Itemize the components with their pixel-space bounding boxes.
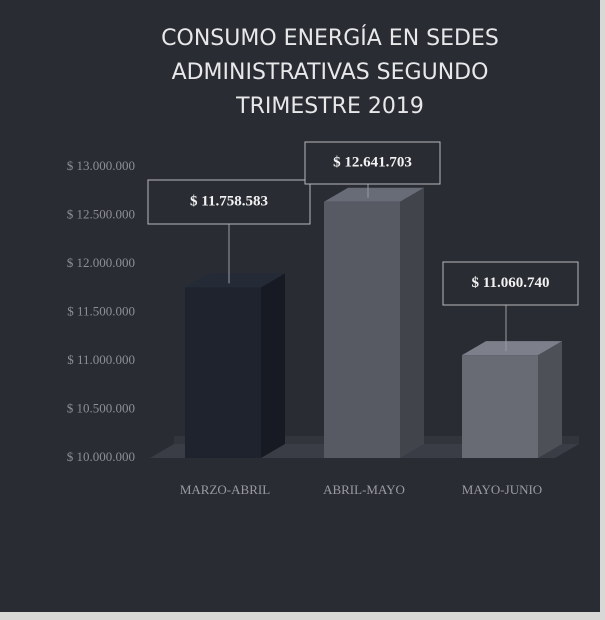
bar-top [462,341,562,356]
y-tick-label: $ 11.500.000 [67,303,135,318]
bar-top [324,187,424,202]
bar-side [400,187,424,458]
data-label-box [147,179,311,225]
bar-side [261,273,285,458]
chart-title: CONSUMO ENERGÍA EN SEDES ADMINISTRATIVAS… [161,26,499,119]
bar-side [538,341,562,458]
data-label-box [442,261,579,306]
y-tick-label: $ 12.000.000 [67,255,135,270]
y-tick-label: $ 13.000.000 [67,158,135,173]
data-label-box [304,141,441,185]
bar [324,201,400,458]
y-tick-label: $ 11.000.000 [67,352,135,367]
data-label: $ 11.060.740 [472,275,550,291]
bar [462,355,538,458]
bar [185,287,261,458]
chart-area: CONSUMO ENERGÍA EN SEDES ADMINISTRATIVAS… [0,0,600,612]
y-tick-label: $ 12.500.000 [67,206,135,221]
x-tick-label: MAYO-JUNIO [462,482,542,497]
x-tick-label: ABRIL-MAYO [323,482,405,497]
y-tick-label: $ 10.000.000 [67,449,135,464]
x-tick-label: MARZO-ABRIL [180,482,270,497]
chart: $ 10.000.000 $ 10.500.000 $ 11.000.000 $ 11… [67,141,579,497]
data-label: $ 11.758.583 [190,193,268,209]
y-tick-label: $ 10.500.000 [67,400,135,415]
data-label: $ 12.641.703 [333,154,412,170]
bar-top [185,273,285,288]
